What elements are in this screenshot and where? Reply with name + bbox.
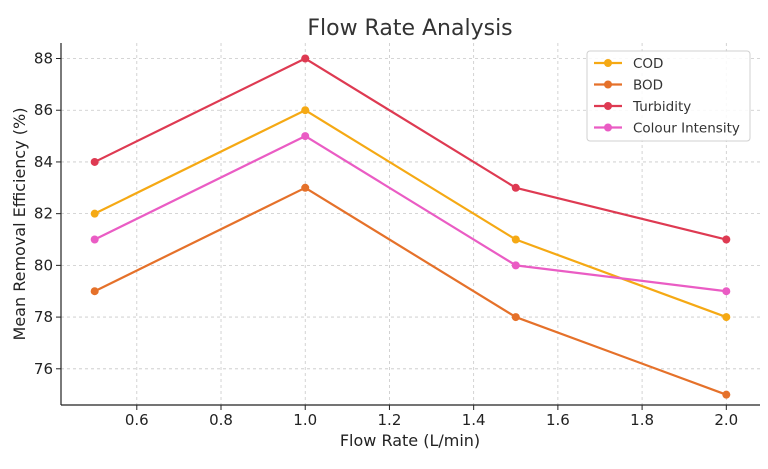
series-line <box>94 134 727 293</box>
legend-label: Turbidity <box>632 99 691 115</box>
x-tick-label: 0.8 <box>209 411 233 429</box>
x-tick-label: 1.6 <box>546 411 570 429</box>
legend-item: Turbidity <box>594 99 691 115</box>
legend-item: BOD <box>594 78 663 94</box>
y-tick-label: 78 <box>34 308 53 326</box>
legend-label: Colour Intensity <box>633 121 740 137</box>
data-point <box>90 287 99 296</box>
axes: 0.6 0.8 1.0 1.2 1.4 1.6 1.8 2.0 76 78 80 82 84 86 88 <box>34 43 760 429</box>
chart-title: Flow Rate Analysis <box>307 16 512 41</box>
data-point <box>722 235 731 244</box>
y-tick-label: 76 <box>34 360 53 378</box>
legend-item: Colour Intensity <box>594 121 740 137</box>
series-bod <box>90 183 731 399</box>
y-tick-label: 86 <box>34 101 53 119</box>
series-lines <box>90 54 731 399</box>
series-line <box>94 57 727 241</box>
x-tick-label: 0.6 <box>125 411 149 429</box>
series-turbidity <box>90 54 731 244</box>
legend: COD BOD Turbidity Colour Intensity <box>586 50 751 142</box>
legend-label: COD <box>633 56 663 72</box>
data-point <box>90 209 99 218</box>
data-point <box>722 287 731 296</box>
data-point <box>301 54 310 63</box>
legend-label: BOD <box>633 78 663 94</box>
legend-point-marker <box>604 80 612 89</box>
legend-point-marker <box>604 123 612 132</box>
data-point <box>90 235 99 244</box>
x-tick-label: 1.0 <box>293 411 317 429</box>
y-tick-label: 84 <box>34 153 53 171</box>
x-tick-label: 2.0 <box>714 411 738 429</box>
y-axis-title: Mean Removal Efficiency (%) <box>10 108 29 341</box>
y-tick-label: 80 <box>34 256 53 274</box>
y-tick-label: 82 <box>34 205 53 223</box>
data-point <box>301 183 310 192</box>
legend-box <box>586 50 751 142</box>
data-point <box>301 106 310 115</box>
data-point <box>301 132 310 141</box>
x-tick-label: 1.4 <box>462 411 486 429</box>
x-tick-label: 1.8 <box>630 411 654 429</box>
x-tick-label: 1.2 <box>378 411 402 429</box>
data-point <box>722 313 731 322</box>
data-point <box>511 313 520 322</box>
legend-item: COD <box>594 56 663 72</box>
data-point <box>722 390 731 399</box>
data-point <box>511 235 520 244</box>
legend-point-marker <box>604 102 612 110</box>
y-tick-label: 88 <box>34 50 53 68</box>
legend-point-marker <box>604 59 612 67</box>
data-point <box>90 157 99 166</box>
data-point <box>511 183 520 192</box>
series-colour-intensity <box>90 132 731 296</box>
x-axis-title: Flow Rate (L/min) <box>340 431 480 450</box>
series-line <box>94 186 727 396</box>
data-point <box>511 261 520 270</box>
